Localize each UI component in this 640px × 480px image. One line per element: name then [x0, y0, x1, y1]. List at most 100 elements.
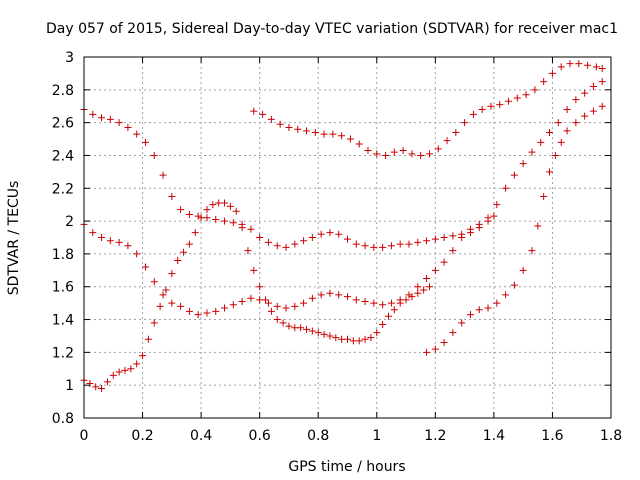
y-tick-label: 0.8 — [52, 411, 74, 427]
data-point — [191, 229, 199, 237]
data-point — [133, 130, 141, 138]
data-point — [554, 119, 562, 127]
y-tick-label: 2 — [65, 214, 74, 230]
data-point — [440, 234, 448, 241]
data-point — [540, 192, 548, 200]
data-point — [589, 107, 597, 115]
y-tick-label: 2.2 — [52, 181, 74, 197]
data-point — [106, 237, 114, 245]
data-point — [212, 215, 220, 223]
data-point — [364, 147, 372, 155]
data-point — [502, 291, 510, 299]
data-point — [484, 304, 492, 312]
axis-ticks — [83, 56, 612, 419]
data-point — [221, 304, 229, 312]
data-point — [505, 97, 513, 105]
data-point — [443, 137, 451, 145]
data-point — [598, 64, 606, 72]
x-tick-labels: 0 0.2 0.4 0.6 0.8 1 1.2 1.4 1.6 1.8 — [80, 428, 623, 444]
data-point — [387, 299, 395, 307]
data-point — [355, 140, 363, 148]
data-point — [103, 378, 111, 386]
data-point — [540, 78, 548, 86]
data-point — [226, 202, 234, 210]
data-point — [352, 296, 360, 304]
data-point — [89, 229, 97, 237]
data-point — [185, 211, 193, 219]
data-point — [317, 291, 325, 299]
data-point — [344, 335, 351, 343]
data-point — [405, 291, 413, 299]
data-point — [379, 320, 387, 328]
data-point — [478, 106, 486, 114]
data-point — [276, 120, 284, 128]
y-tick-label: 1.4 — [52, 313, 74, 329]
data-point — [338, 132, 346, 140]
data-point — [98, 114, 106, 122]
data-point — [510, 281, 518, 289]
data-point — [367, 334, 375, 342]
data-point — [141, 138, 149, 146]
data-point — [522, 91, 530, 99]
data-point — [390, 306, 398, 314]
data-point — [264, 299, 272, 307]
data-point — [256, 296, 264, 304]
data-point — [519, 266, 527, 274]
data-point — [396, 240, 404, 248]
data-point — [572, 119, 580, 127]
data-point — [370, 299, 378, 307]
data-point — [335, 291, 343, 299]
data-point — [379, 301, 387, 309]
data-point — [144, 335, 152, 343]
data-point — [162, 286, 170, 294]
data-point — [581, 112, 589, 120]
data-point — [141, 263, 149, 271]
data-point — [232, 207, 240, 215]
data-point — [546, 168, 554, 176]
data-point — [373, 150, 381, 158]
data-point — [291, 240, 299, 248]
data-point — [86, 380, 94, 388]
data-point — [177, 206, 185, 214]
data-point — [423, 237, 431, 245]
data-point — [566, 60, 574, 68]
series-trace-b — [80, 212, 498, 319]
data-points — [80, 60, 606, 392]
data-point — [300, 299, 308, 307]
data-point — [370, 243, 378, 251]
data-point — [414, 289, 422, 297]
data-point — [458, 234, 466, 241]
data-point — [423, 348, 431, 356]
data-point — [194, 212, 202, 220]
data-point — [159, 291, 167, 299]
data-point — [256, 234, 264, 241]
y-tick-label: 2.4 — [52, 148, 74, 164]
data-point — [150, 319, 158, 327]
data-point — [121, 366, 129, 374]
data-point — [335, 230, 343, 238]
data-point — [414, 283, 422, 291]
data-point — [247, 294, 255, 302]
data-point — [551, 151, 559, 159]
data-point — [98, 234, 106, 241]
data-point — [320, 130, 328, 138]
data-point — [493, 299, 501, 307]
data-point — [209, 201, 217, 209]
series-trace-d — [250, 60, 606, 159]
chart-title: Day 057 of 2015, Sidereal Day-to-day VTE… — [46, 21, 618, 37]
data-point — [329, 130, 337, 138]
data-point — [502, 184, 510, 192]
data-point — [229, 219, 237, 227]
data-point — [294, 125, 302, 133]
data-point — [221, 199, 229, 207]
data-point — [303, 127, 311, 135]
data-point — [466, 229, 474, 237]
data-point — [425, 150, 433, 158]
data-point — [326, 229, 334, 237]
data-point — [168, 299, 176, 307]
data-point — [297, 324, 305, 332]
x-tick-label: 1.6 — [541, 428, 563, 444]
data-point — [194, 311, 202, 319]
data-point — [203, 206, 211, 214]
